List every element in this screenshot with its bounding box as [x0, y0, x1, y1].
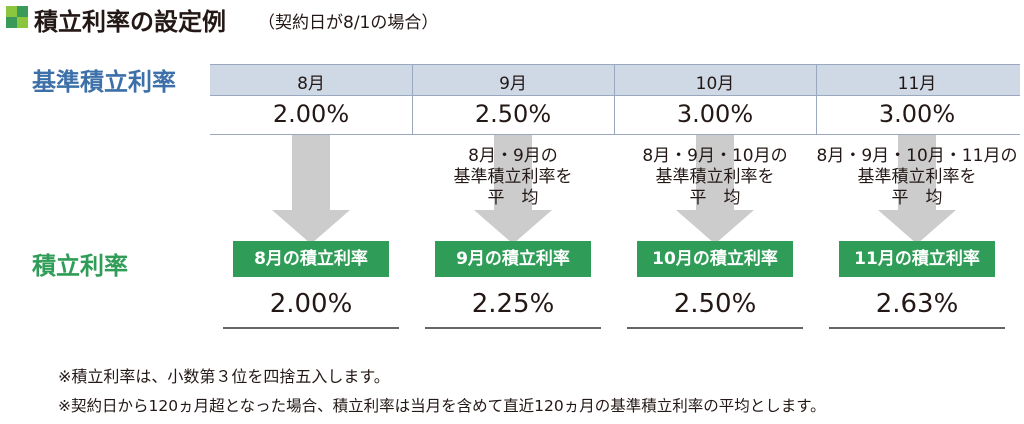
arrow-down-icon	[878, 135, 956, 244]
column-divider	[412, 64, 413, 134]
table-body-row	[210, 95, 1020, 135]
result-badge: 10月の積立利率	[637, 241, 793, 277]
title-mark-icon	[6, 6, 28, 28]
accumulation-rate-value: 2.00%	[223, 281, 399, 329]
footnote: ※契約日から120ヵ月超となった場合、積立利率は当月を含めて直近120ヵ月の基準…	[58, 397, 826, 415]
base-rate-value: 2.00%	[272, 100, 350, 128]
column-divider	[816, 64, 817, 134]
base-rate-table: 8月 9月 10月 11月 2.00% 2.50% 3.00% 3.00%	[210, 64, 1020, 135]
averaging-note: 8月・9月・10月・11月の 基準積立利率を 平 均	[816, 146, 1018, 209]
result-badge: 9月の積立利率	[435, 241, 591, 277]
note-line: 8月・9月の	[468, 146, 558, 166]
accumulation-rate-row-label: 積立利率	[32, 252, 128, 280]
base-rate-value: 2.50%	[474, 100, 552, 128]
table-header-row	[210, 64, 1020, 96]
column-divider	[614, 64, 615, 134]
averaging-note: 8月・9月の 基準積立利率を 平 均	[412, 146, 614, 209]
result-badge: 11月の積立利率	[839, 241, 995, 277]
arrow-down-icon	[676, 135, 754, 244]
note-line: 平 均	[487, 188, 539, 208]
averaging-note: 8月・9月・10月の 基準積立利率を 平 均	[614, 146, 816, 209]
note-line: 基準積立利率を	[857, 167, 977, 187]
arrow-down-icon	[272, 135, 350, 244]
month-header: 9月	[499, 74, 527, 94]
note-line: 平 均	[891, 188, 943, 208]
arrow-down-icon	[474, 135, 552, 244]
base-rate-value: 3.00%	[878, 100, 956, 128]
note-line: 8月・9月・10月・11月の	[816, 146, 1018, 166]
accumulation-rate-value: 2.50%	[627, 281, 803, 329]
note-line: 基準積立利率を	[453, 167, 573, 187]
note-line: 8月・9月・10月の	[642, 146, 788, 166]
page-subtitle: （契約日が8/1の場合）	[258, 13, 439, 33]
month-header: 11月	[897, 74, 937, 94]
page-title: 積立利率の設定例	[34, 8, 226, 36]
footnote: ※積立利率は、小数第３位を四捨五入します。	[58, 367, 390, 386]
accumulation-rate-value: 2.25%	[425, 281, 601, 329]
month-header: 10月	[695, 74, 735, 94]
note-line: 基準積立利率を	[655, 167, 775, 187]
month-header: 8月	[297, 74, 325, 94]
base-rate-value: 3.00%	[676, 100, 754, 128]
note-line: 平 均	[689, 188, 741, 208]
base-rate-row-label: 基準積立利率	[32, 68, 176, 96]
accumulation-rate-value: 2.63%	[829, 281, 1005, 329]
result-badge: 8月の積立利率	[233, 241, 389, 277]
